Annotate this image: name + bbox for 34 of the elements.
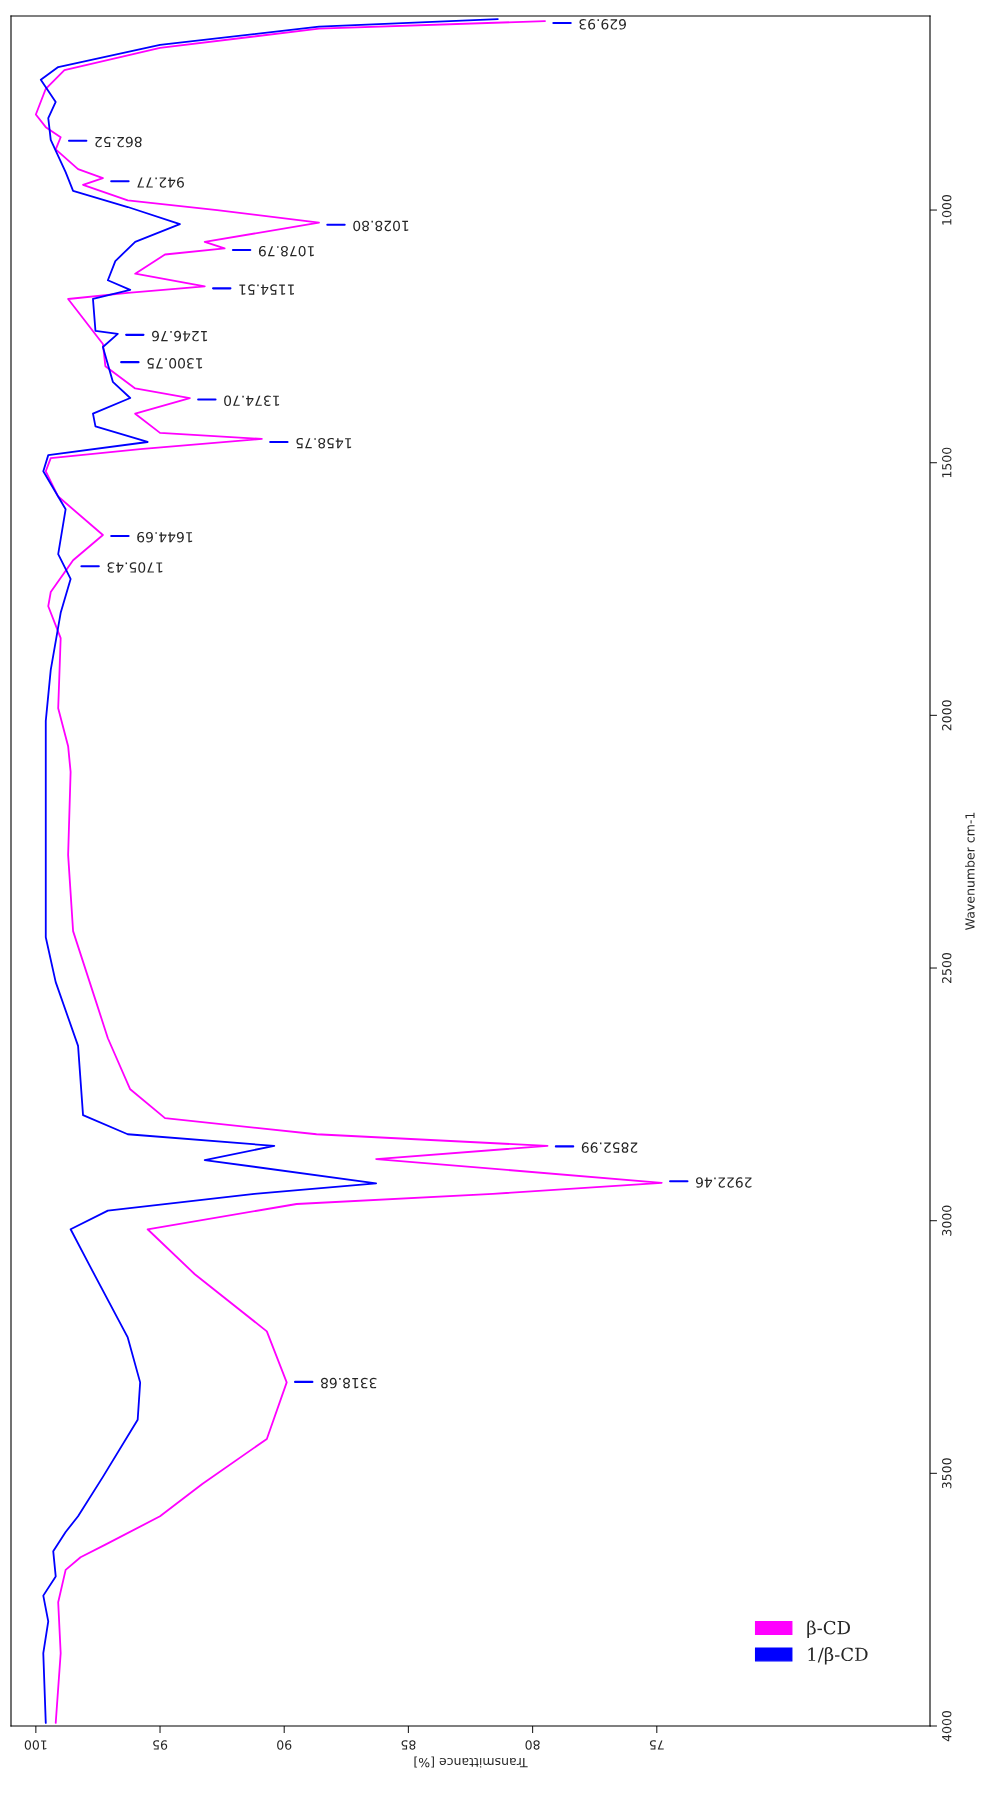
y-tick-label: 1000	[942, 194, 952, 225]
y-axis-title: Wavenumber cm-1	[965, 812, 975, 930]
legend-label: β-CD	[807, 1620, 850, 1639]
annotation: 3318.68	[320, 1377, 377, 1389]
annotation: 1300.75	[147, 358, 203, 369]
y-tick-label: 3000	[942, 1205, 952, 1236]
y-tick-label: 4000	[942, 1710, 952, 1742]
x-tick-label: 80	[525, 1740, 540, 1750]
annotation: 1028.80	[353, 220, 409, 232]
annotation: 1705.43	[107, 562, 163, 573]
x-tick-label: 75	[649, 1740, 664, 1750]
x-tick-label: 95	[153, 1740, 168, 1750]
annotation: 1154.51	[239, 284, 294, 295]
annotation: 1246.76	[152, 330, 208, 342]
x-axis-title: Transmittance [%]	[414, 1756, 528, 1768]
y-tick-label: 2500	[942, 952, 952, 984]
line-series	[34, 20, 663, 1724]
annotation: 1644.69	[137, 531, 193, 543]
x-tick-label: 85	[401, 1740, 416, 1750]
annotation: 1458.75	[296, 437, 352, 449]
line-series	[39, 18, 499, 1724]
annotation: 629.93	[579, 19, 626, 30]
x-tick-label: 100	[24, 1740, 47, 1750]
y-tick-label: 2000	[942, 700, 952, 731]
annotation: 2922.46	[695, 1177, 752, 1188]
y-tick-label: 1500	[942, 447, 952, 478]
y-tick-label: 3500	[942, 1458, 952, 1489]
annotation: 942.77	[137, 177, 184, 188]
annotation: 1374.70	[224, 395, 280, 407]
x-tick-label: 90	[277, 1740, 292, 1750]
legend-label: 1/β-CD	[808, 1647, 868, 1665]
annotation: 1078.79	[258, 245, 314, 257]
annotation: 862.52	[95, 136, 142, 148]
annotation: 2852.99	[581, 1142, 638, 1153]
